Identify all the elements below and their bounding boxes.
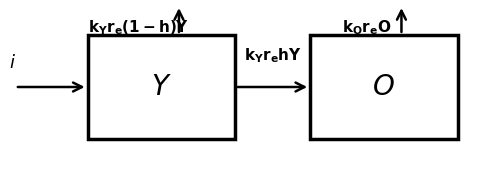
Text: $\mathbf{k_Y r_e hY}$: $\mathbf{k_Y r_e hY}$ [244,46,302,65]
Text: $\mathbf{\mathit{Y}}$: $\mathbf{\mathit{Y}}$ [151,73,172,101]
Bar [310,35,458,139]
Text: $\mathbf{\mathit{O}}$: $\mathbf{\mathit{O}}$ [372,73,395,101]
Text: $\mathbf{k_O r_e O}$: $\mathbf{k_O r_e O}$ [342,18,391,37]
Bar [88,35,235,139]
Text: $\mathit{i}$: $\mathit{i}$ [9,54,16,72]
Text: $\mathbf{k_Y r_e (1-h)Y}$: $\mathbf{k_Y r_e (1-h)Y}$ [88,18,190,37]
